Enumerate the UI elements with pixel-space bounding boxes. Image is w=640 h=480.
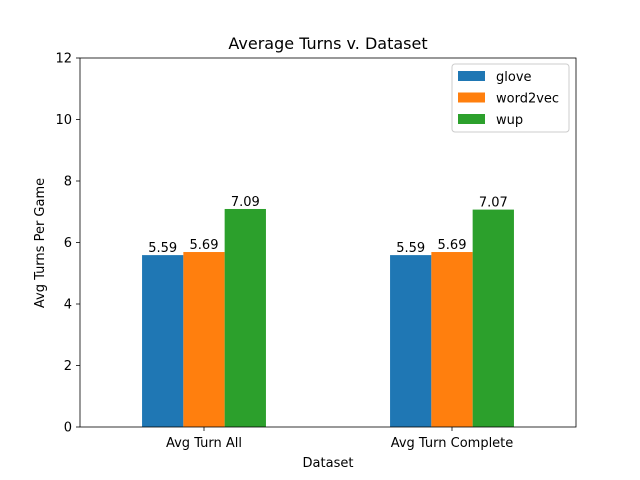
bar-wup-1: [224, 208, 266, 427]
data-label-glove-1: 5.59: [148, 241, 177, 256]
y-tick-label-4: 6: [64, 236, 72, 251]
y-tick-label-3: 4: [64, 298, 72, 313]
bar-word2vec-1: [183, 252, 225, 427]
x-tick-label-2: Avg Turn Complete: [391, 436, 514, 451]
x-axis-label: Dataset: [303, 456, 354, 471]
y-axis-label: Avg Turns Per Game: [33, 178, 48, 308]
data-label-glove-2: 5.59: [396, 241, 425, 256]
legend-label-glove: glove: [496, 70, 532, 85]
axes-frame: [79, 57, 577, 428]
y-tick-label-5: 8: [64, 175, 72, 190]
y-tick-label-1: 0: [64, 421, 72, 436]
y-tick-label-7: 12: [55, 52, 72, 67]
bar-wup-2: [472, 209, 514, 427]
data-label-wup-1: 7.09: [231, 195, 260, 210]
y-tick-label-2: 2: [64, 359, 72, 374]
bar-glove-1: [142, 255, 184, 427]
bar-glove-2: [390, 255, 432, 427]
data-label-wup-2: 7.07: [479, 196, 508, 211]
chart-title: Average Turns v. Dataset: [228, 34, 427, 53]
y-tick-label-6: 10: [55, 113, 72, 128]
x-tick-label-1: Avg Turn All: [166, 436, 242, 451]
legend-swatch-word2vec: [458, 92, 485, 103]
legend-label-word2vec: word2vec: [496, 92, 559, 107]
legend-swatch-wup: [458, 114, 485, 124]
legend-label-wup: wup: [496, 113, 523, 128]
plot-area: 5.59 5.69 7.09 Avg Turn All 5.59 5.69 7.07 Avg …: [55, 52, 577, 451]
legend: glove word2vec wup: [451, 63, 570, 133]
data-label-word2vec-1: 5.69: [190, 238, 219, 253]
data-label-word2vec-2: 5.69: [438, 238, 467, 253]
legend-swatch-glove: [458, 71, 485, 81]
bar-word2vec-2: [431, 252, 473, 427]
